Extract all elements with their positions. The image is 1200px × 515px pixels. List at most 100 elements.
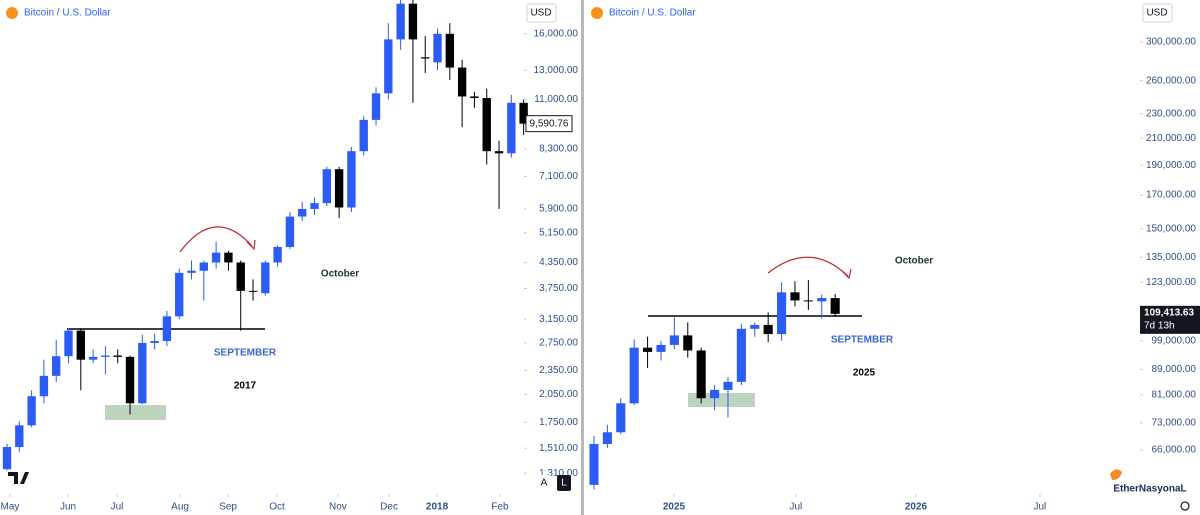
y-tick-label: 3,150.00	[539, 314, 578, 325]
bird-icon	[1110, 469, 1122, 480]
candle-body	[334, 169, 344, 208]
candle-body	[433, 33, 442, 63]
candle-body	[125, 356, 135, 404]
coin-icon	[6, 7, 18, 19]
y-tick-label: 2,350.00	[539, 365, 578, 376]
candle-body	[457, 67, 467, 97]
y-tick-label: 260,000.00	[1146, 75, 1196, 86]
candle-body	[199, 262, 209, 271]
x-tick-label: Jul	[1034, 502, 1047, 513]
x-tick-label: Jul	[790, 502, 803, 513]
annotation: 2025	[853, 368, 876, 379]
candle-body	[629, 347, 639, 404]
y-tick-label: 210,000.00	[1146, 133, 1196, 144]
y-tick-label: 230,000.00	[1146, 108, 1196, 119]
x-tick-label: 2018	[426, 502, 449, 513]
candle-body	[347, 151, 356, 208]
candle-body	[150, 341, 159, 343]
button-box[interactable]	[557, 475, 571, 491]
price-label: 109,413.63	[1144, 307, 1194, 318]
countdown: 7d 13h	[1144, 320, 1175, 331]
x-tick-label: 2025	[663, 502, 686, 513]
y-tick-label: 123,000.00	[1146, 277, 1196, 288]
candle-body	[285, 216, 295, 248]
y-tick-label: 300,000.00	[1146, 37, 1196, 48]
y-tick-label: 170,000.00	[1146, 190, 1196, 201]
candle-body	[519, 102, 528, 124]
candle-body	[445, 33, 455, 68]
candle-body	[371, 93, 381, 120]
candle-body	[602, 432, 612, 444]
price-label-box	[1140, 305, 1200, 334]
annotation: October	[321, 269, 359, 280]
y-tick-label: 81,000.00	[1152, 389, 1197, 400]
candle-body	[224, 252, 233, 263]
candle-body	[408, 3, 418, 40]
y-tick-label: 2,050.00	[539, 389, 578, 400]
panel-divider	[581, 0, 584, 515]
button-box[interactable]	[537, 475, 551, 491]
candle-body	[236, 262, 245, 291]
candle-body	[64, 330, 73, 357]
candle-body	[656, 344, 666, 352]
candle-body	[643, 347, 653, 352]
price-label-box	[525, 115, 573, 133]
candle-body	[396, 3, 405, 40]
y-tick-label: 135,000.00	[1146, 252, 1196, 263]
currency-box[interactable]	[1142, 3, 1173, 23]
candle-body	[2, 447, 12, 470]
currency: USD	[1146, 8, 1167, 19]
candle-body	[138, 342, 147, 404]
x-tick-label: May	[1, 502, 20, 513]
tv-logo	[8, 472, 29, 484]
y-tick-label: 2,750.00	[539, 338, 578, 349]
x-tick-label: Feb	[491, 502, 509, 513]
currency-box[interactable]	[526, 3, 557, 23]
candle-body	[507, 102, 516, 154]
chart-title: Bitcoin / U.S. Dollar	[24, 8, 111, 19]
candle-body	[817, 298, 827, 302]
x-tick-label: Sep	[219, 502, 237, 513]
candle-body	[27, 396, 36, 426]
x-tick-label: Jun	[60, 502, 76, 513]
button[interactable]: L	[561, 478, 567, 489]
arc-arrow	[179, 226, 253, 253]
y-tick-label: 66,000.00	[1152, 445, 1197, 456]
y-tick-label: 1,510.00	[539, 443, 578, 454]
arrow-head	[246, 239, 256, 251]
y-tick-label: 150,000.00	[1146, 223, 1196, 234]
candle-body	[88, 356, 98, 360]
highlight-box	[105, 405, 166, 420]
candle-body	[162, 316, 172, 342]
annotation: SEPTEMBER	[831, 335, 894, 346]
y-tick-label: 7,100.00	[539, 171, 578, 182]
candle-body	[248, 290, 258, 292]
candle-body	[101, 355, 110, 357]
y-tick-label: 13,000.00	[534, 65, 579, 76]
candle-body	[669, 335, 679, 345]
y-tick-label: 16,000.00	[534, 28, 579, 39]
y-tick-label: 1,750.00	[539, 417, 578, 428]
candle-body	[790, 292, 800, 301]
candle-body	[15, 425, 24, 448]
y-tick-label: 8,300.00	[539, 144, 578, 155]
x-tick-label: 2026	[905, 502, 928, 513]
chart-title: Bitcoin / U.S. Dollar	[609, 8, 696, 19]
candle-body	[710, 389, 720, 399]
candle-body	[298, 208, 307, 217]
candle-body	[421, 57, 430, 59]
settings-icon[interactable]	[1180, 501, 1190, 511]
y-tick-label: 99,000.00	[1152, 335, 1197, 346]
candle-body	[52, 356, 61, 376]
x-tick-label: Oct	[269, 502, 285, 513]
y-tick-label: 11,000.00	[534, 94, 578, 105]
candle-body	[211, 252, 221, 263]
x-tick-label: Dec	[380, 502, 398, 513]
button[interactable]: A	[541, 478, 548, 489]
x-tick-label: Nov	[329, 502, 347, 513]
candle-body	[322, 169, 332, 204]
watermark: EtherNasyonaL	[1113, 484, 1186, 495]
arrow-head	[842, 268, 852, 280]
candle-body	[589, 443, 599, 485]
